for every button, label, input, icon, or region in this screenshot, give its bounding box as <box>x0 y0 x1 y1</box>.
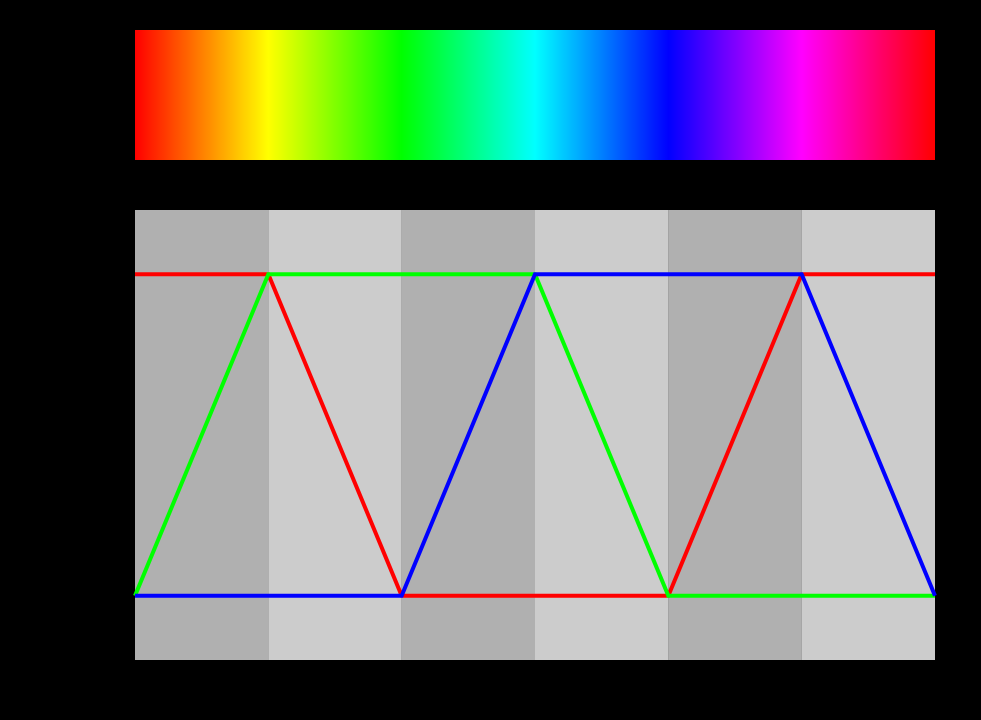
figure <box>0 0 981 720</box>
hue-spectrum-bar <box>135 30 935 160</box>
